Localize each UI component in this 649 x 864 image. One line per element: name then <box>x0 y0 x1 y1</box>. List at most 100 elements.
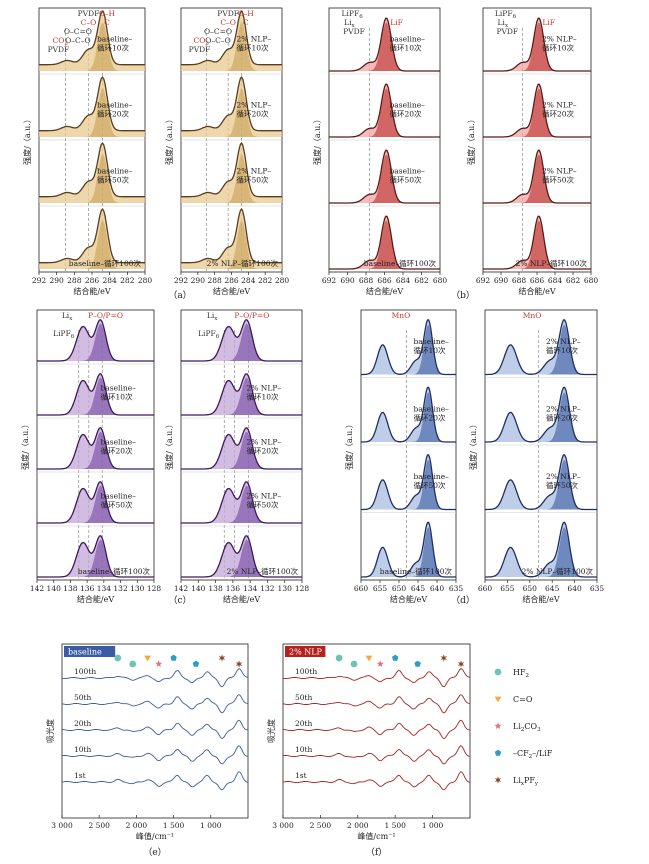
x-axis-label: 结合能/eV <box>390 594 427 604</box>
spectrum-envelope <box>181 373 302 416</box>
spectrum-envelope <box>37 535 154 578</box>
series-badge <box>64 646 116 657</box>
x-tick-label: 686 <box>377 276 392 285</box>
peak-annotation: P–O/P=O <box>234 311 269 320</box>
fit-main-peak <box>361 324 456 375</box>
peak-annotation: C–H <box>99 9 115 18</box>
x-tick-label: 130 <box>278 584 293 593</box>
peak-annotation-sub: 3 <box>64 41 68 47</box>
x-tick-label: 1 000 <box>200 821 222 830</box>
spectrum-envelope <box>329 149 440 204</box>
peak-annotation-main: P–O/P=O <box>88 311 123 320</box>
stack-label-line: 2% NLP– <box>247 438 282 447</box>
peak-annotation-main: LiF <box>542 18 555 27</box>
y-axis-label: 强度/（a.u.） <box>22 115 32 165</box>
stack-label: 2% NLP–循环100次 <box>516 258 588 268</box>
stack-label: 2% NLP–循环20次 <box>546 405 581 423</box>
peak-annotation: LiF <box>542 18 555 27</box>
peak-annotation: LiF <box>390 18 403 27</box>
x-axis-label: 结合能/eV <box>518 286 555 296</box>
stack-label-line: baseline– <box>414 472 450 481</box>
stack-label: 2% NLP–循环50次 <box>542 166 577 184</box>
series-badge-label: baseline <box>68 648 102 657</box>
peak-annotation: O–C–O <box>205 36 231 45</box>
spectrum-envelope <box>39 208 145 264</box>
plot-frame <box>61 643 249 819</box>
trace-label: 50th <box>74 693 92 702</box>
stack-label-line: 2% NLP– <box>237 100 272 109</box>
stack-label-line: baseline– <box>97 34 133 43</box>
spectrum-envelope <box>181 319 302 362</box>
x-tick-label: 138 <box>208 584 223 593</box>
legend-text: C=O <box>513 695 533 704</box>
peak-annotation-sub: 6 <box>359 14 363 20</box>
stack-label-line2: 循环50次 <box>97 174 130 184</box>
x-tick-label: 284 <box>103 276 118 285</box>
peak-annotation-main: C–H <box>238 9 254 18</box>
stack-label-line: 2% NLP– <box>546 472 581 481</box>
y-axis-label: 强度/（a.u.） <box>20 420 30 470</box>
peak-annotation: PVDF <box>78 9 100 18</box>
peak-annotation-sub: 6 <box>513 14 517 20</box>
y-axis-label: 强度/（a.u.） <box>164 115 174 165</box>
x-tick-label: 680 <box>433 276 448 285</box>
spectrum-envelope <box>483 83 591 138</box>
spectrum-envelope <box>485 319 597 376</box>
x-tick-label: 684 <box>548 276 563 285</box>
spectrum-envelope <box>329 83 440 138</box>
stack-label-line: baseline– <box>101 384 137 393</box>
fit-main-peak <box>485 527 597 577</box>
peak-annotation: LiPF6 <box>53 329 75 340</box>
x-tick-label: 635 <box>590 584 605 593</box>
x-tick-label: 688 <box>512 276 527 285</box>
stack-label: baseline–循环50次 <box>414 472 450 490</box>
fit-main-peak <box>329 22 440 71</box>
spectrum-envelope <box>361 319 456 376</box>
stack-label-line: baseline– <box>97 100 133 109</box>
legend-text: Li <box>513 776 521 785</box>
x-tick-label: 686 <box>530 276 545 285</box>
peak-annotation-main: C–H <box>99 9 115 18</box>
ir-trace-50th <box>61 694 249 714</box>
peak-annotation-sub: 3 <box>205 41 209 47</box>
ir-trace-20th <box>282 719 470 740</box>
ir-trace-10th <box>282 745 471 765</box>
fit-main-peak <box>483 22 591 71</box>
trace-label: 20th <box>74 719 92 728</box>
x-tick-label: 688 <box>359 276 374 285</box>
spectrum-envelope <box>483 149 591 204</box>
panel-label: （d） <box>451 595 475 606</box>
circle-marker <box>114 654 122 662</box>
x-tick-label: 2 000 <box>126 821 148 830</box>
fit-main-peak <box>329 154 440 203</box>
triangle-marker <box>144 655 151 662</box>
stack-label: 2% NLP–循环50次 <box>546 472 581 490</box>
peak-annotation-main: LiF <box>390 18 403 27</box>
x-tick-label: 284 <box>241 276 256 285</box>
peak-annotation-sub: x <box>505 23 509 29</box>
series-badge-label: 2% NLP <box>289 648 323 657</box>
y-axis-label: 强度/（a.u.） <box>312 115 322 165</box>
stack-label-line: 2% NLP– <box>542 34 577 43</box>
spectrum-envelope <box>39 76 145 132</box>
x-tick-label: 650 <box>392 584 407 593</box>
stack-label: baseline–循环100次 <box>78 566 151 576</box>
fit-main-peak <box>181 323 302 361</box>
ir-trace-1st <box>61 771 249 791</box>
panel-label: （e） <box>143 847 166 858</box>
spectrum-envelope <box>181 76 282 132</box>
stack-label: 2% NLP–循环20次 <box>247 438 282 456</box>
x-tick-label: 292 <box>32 276 47 285</box>
spectrum-envelope <box>181 535 302 578</box>
spectrum-envelope <box>329 17 440 72</box>
peak-annotation-main: LiPF <box>198 329 216 338</box>
stack-label-line: 2% NLP– <box>237 166 272 175</box>
x-tick-label: 140 <box>191 584 206 593</box>
peak-annotation-sub: x <box>214 316 218 322</box>
triangle-marker <box>365 655 373 662</box>
x-tick-label: 132 <box>260 584 275 593</box>
legend-entry: LixPFy <box>513 776 539 787</box>
pentagon-marker <box>192 660 200 667</box>
